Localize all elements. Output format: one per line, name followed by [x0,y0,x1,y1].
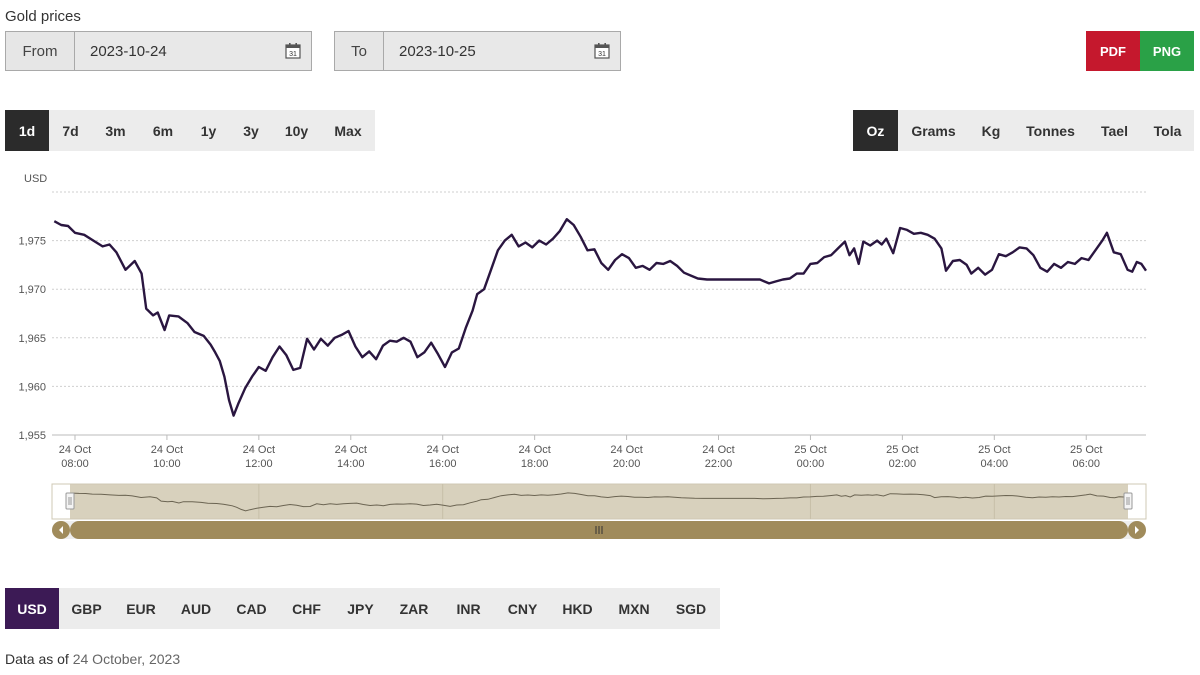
x-tick-time: 06:00 [1072,458,1100,470]
period-max[interactable]: Max [334,122,362,139]
currency-cad[interactable]: CAD [236,600,267,617]
currency-aud[interactable]: AUD [180,600,212,617]
calendar-icon-text: 31 [289,51,297,58]
from-date-value: 2023-10-24 [90,42,167,60]
x-tick-day: 24 Oct [610,444,642,456]
pdf-export-button[interactable]: PDF [1086,31,1140,71]
navigator-grid [51,483,1147,520]
x-tick-day: 24 Oct [518,444,550,456]
x-tick-time: 08:00 [61,458,89,470]
unit-grams[interactable]: Grams [911,122,956,139]
unit-tael[interactable]: Tael [1101,122,1128,139]
y-tick-label: 1,975 [18,236,46,248]
arrow-right-icon [1135,526,1139,534]
unit-selector: Oz Grams Kg Tonnes Tael Tola [853,110,1194,151]
currency-inr[interactable]: INR [456,600,481,617]
x-tick-time: 00:00 [797,458,825,470]
period-3y[interactable]: 3y [243,122,259,139]
unit-kg[interactable]: Kg [981,122,1001,139]
period-6m[interactable]: 6m [152,122,174,139]
data-as-of-date: 24 October, 2023 [72,651,181,667]
currency-hkd[interactable]: HKD [562,600,593,617]
x-tick-day: 24 Oct [427,444,459,456]
y-axis-ticks: 1,955 1,960 1,965 1,970 1,975 [18,236,46,442]
x-tick-time: 18:00 [521,458,549,470]
from-date-input[interactable]: 2023-10-24 31 [75,32,311,70]
currency-usd[interactable]: USD [5,588,59,629]
y-tick-label: 1,960 [18,381,46,393]
from-label: From [6,32,75,70]
navigator-scrollbar[interactable] [52,521,1146,539]
currency-cny[interactable]: CNY [507,600,538,617]
unit-tonnes[interactable]: Tonnes [1026,122,1075,139]
to-date-group: To 2023-10-25 31 [334,31,621,71]
from-date-group: From 2023-10-24 31 [5,31,312,71]
x-tick-time: 20:00 [613,458,641,470]
x-tick-time: 22:00 [705,458,733,470]
x-tick-day: 25 Oct [886,444,918,456]
calendar-icon-text: 31 [598,51,606,58]
x-tick-day: 25 Oct [794,444,826,456]
currency-gbp[interactable]: GBP [71,600,102,617]
navigator-handles [65,492,1133,510]
x-tick-time: 14:00 [337,458,365,470]
period-3m[interactable]: 3m [105,122,126,139]
period-1d[interactable]: 1d [5,110,49,151]
data-as-of: Data as of 24 October, 2023 [5,651,180,667]
x-tick-time: 04:00 [981,458,1009,470]
chart-navigator[interactable] [51,483,1147,520]
navigator-frame [51,483,1147,520]
y-tick-label: 1,955 [18,430,46,442]
currency-mxn[interactable]: MXN [618,600,650,617]
x-tick-day: 25 Oct [1070,444,1102,456]
unit-tola[interactable]: Tola [1153,122,1182,139]
y-tick-label: 1,965 [18,333,46,345]
navigator-background [70,484,1128,519]
currency-zar[interactable]: ZAR [399,600,429,617]
x-tick-time: 10:00 [153,458,181,470]
calendar-icon[interactable]: 31 [285,42,301,59]
x-tick-day: 24 Oct [151,444,183,456]
period-1y[interactable]: 1y [200,122,217,139]
calendar-icon[interactable]: 31 [594,42,610,59]
to-date-input[interactable]: 2023-10-25 31 [384,32,620,70]
to-date-value: 2023-10-25 [399,42,476,60]
x-tick-day: 24 Oct [59,444,91,456]
x-tick-day: 24 Oct [702,444,734,456]
y-tick-label: 1,970 [18,284,46,296]
x-tick-time: 02:00 [889,458,917,470]
price-chart[interactable]: USD 1,955 1,960 1,965 1,970 1,975 24 Oct 08:0… [0,0,1200,560]
currency-jpy[interactable]: JPY [347,600,374,617]
chart-grid [52,191,1146,436]
to-label: To [335,32,384,70]
x-tick-time: 12:00 [245,458,273,470]
x-tick-day: 24 Oct [335,444,367,456]
currency-sgd[interactable]: SGD [675,600,707,617]
gold-price-line [53,218,1147,417]
x-tick-day: 25 Oct [978,444,1010,456]
navigator-handle[interactable] [65,492,75,510]
period-10y[interactable]: 10y [284,122,309,139]
x-tick-day: 24 Oct [243,444,275,456]
navigator-handle[interactable] [1123,492,1133,510]
y-axis-label: USD [24,173,47,185]
period-7d[interactable]: 7d [62,122,79,139]
x-axis-ticks: 24 Oct 08:00 24 Oct 10:00 24 Oct 12:00 24 Oct 1… [59,435,1102,470]
png-export-button[interactable]: PNG [1140,31,1194,71]
arrow-left-icon [59,526,63,534]
data-as-of-label: Data as of [5,651,69,667]
navigator-line [72,492,1129,512]
unit-oz[interactable]: Oz [853,110,898,151]
currency-eur[interactable]: EUR [126,600,156,617]
currency-selector: USD GBP EUR AUD CAD CHF JPY ZAR INR CNY HKD MXN SGD [5,588,720,629]
page-title: Gold prices [5,8,81,25]
x-tick-time: 16:00 [429,458,457,470]
period-selector: 1d 7d 3m 6m 1y 3y 10y Max [5,110,375,151]
export-buttons: PDF PNG [1086,31,1194,71]
currency-chf[interactable]: CHF [292,600,321,617]
